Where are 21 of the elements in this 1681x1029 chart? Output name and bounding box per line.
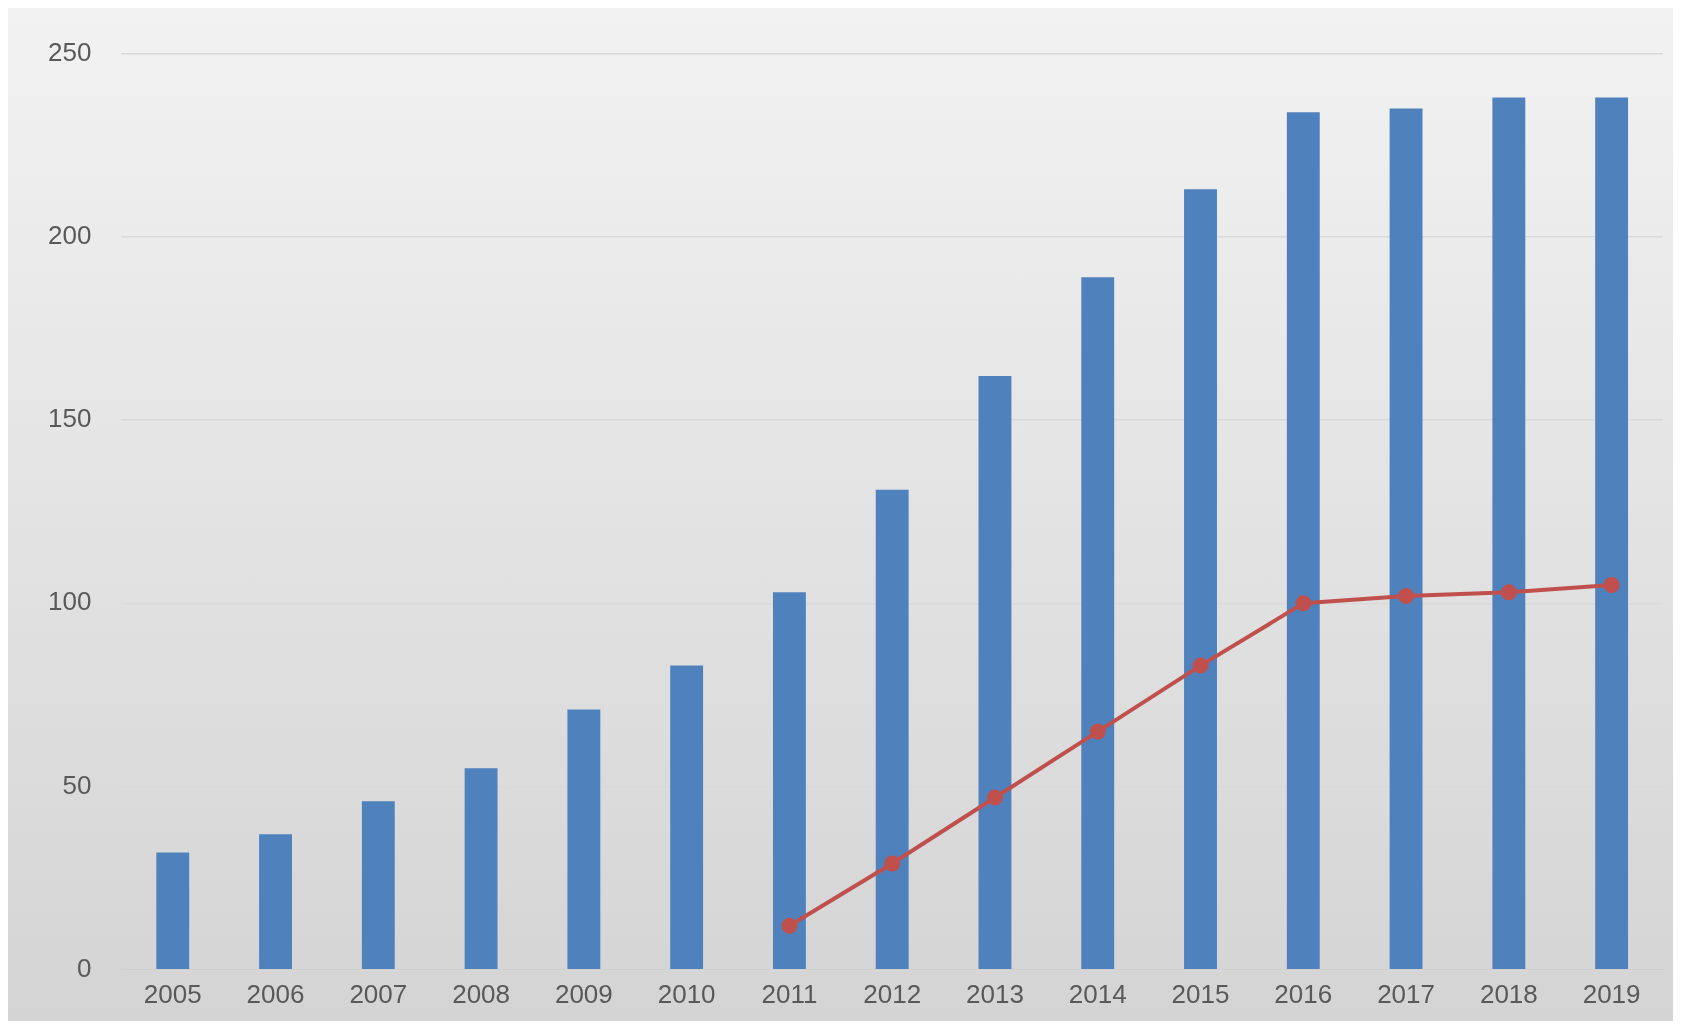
x-tick-label: 2015 — [1171, 978, 1230, 1009]
y-tick-label: 0 — [76, 952, 92, 983]
x-tick-label: 2008 — [452, 978, 511, 1009]
x-tick-label: 2006 — [246, 978, 305, 1009]
x-tick-label: 2011 — [761, 978, 818, 1009]
x-tick-label: 2014 — [1068, 978, 1127, 1009]
x-tick-label: 2013 — [966, 978, 1024, 1009]
y-tick-label: 100 — [47, 586, 92, 617]
x-tick-label: 2005 — [143, 978, 202, 1009]
y-tick-label: 150 — [47, 403, 92, 434]
x-tick-label: 2007 — [349, 978, 408, 1009]
x-tick-label: 2010 — [657, 978, 716, 1009]
x-tick-label: 2017 — [1377, 978, 1435, 1009]
x-tick-label: 2019 — [1582, 978, 1641, 1009]
x-tick-label: 2018 — [1479, 978, 1538, 1009]
x-tick-label: 2012 — [863, 978, 922, 1009]
x-tick-label: 2016 — [1274, 978, 1333, 1009]
y-tick-label: 200 — [47, 220, 92, 251]
y-tick-label: 50 — [62, 769, 92, 800]
x-tick-label: 2009 — [554, 978, 613, 1009]
y-tick-label: 250 — [47, 36, 92, 67]
